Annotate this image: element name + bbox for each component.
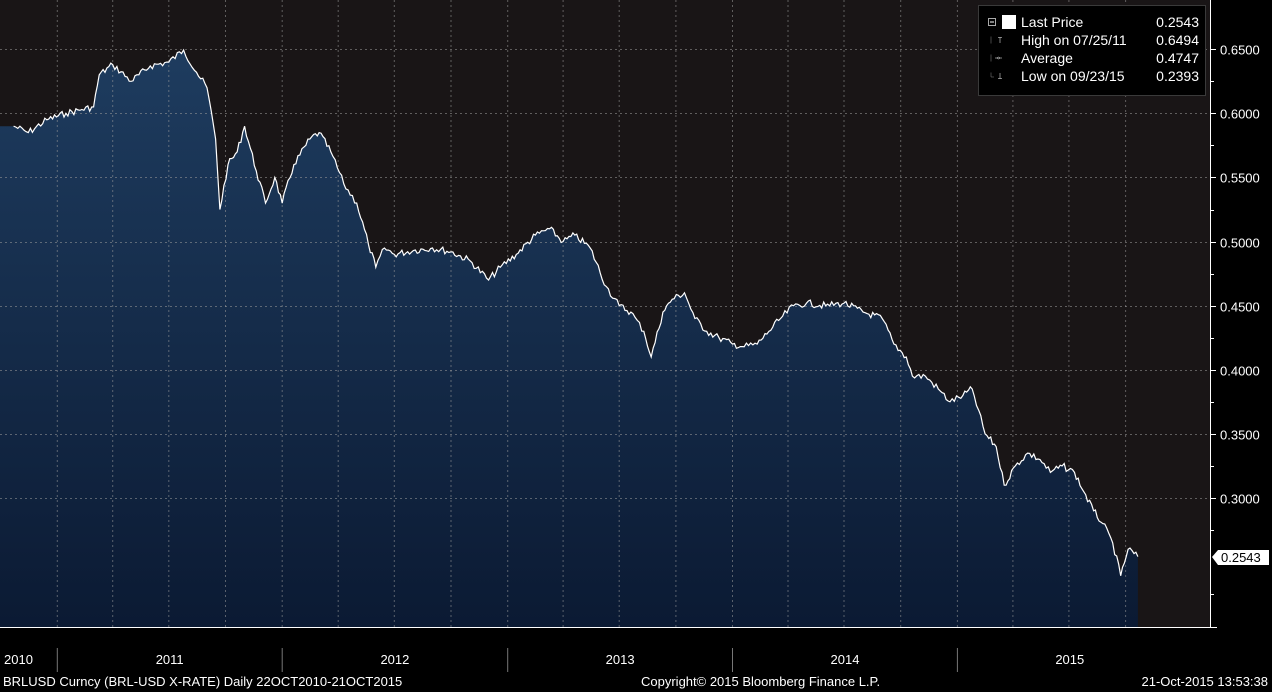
y-tick-label: 0.3500 (1220, 428, 1260, 443)
x-axis: 2010 2011 2012 2013 2014 2015 (4, 648, 1084, 672)
last-price-tag (1212, 550, 1269, 565)
legend-value: 0.4747 (1156, 50, 1199, 66)
x-tick-label: 2014 (831, 652, 860, 667)
x-tick-label: 2011 (156, 652, 184, 667)
legend-label: Last Price (1021, 14, 1084, 30)
collapse-icon[interactable] (988, 15, 1002, 29)
legend-value: 0.2393 (1156, 68, 1199, 84)
footer-timestamp: 21-Oct-2015 13:53:38 (1141, 674, 1268, 689)
y-tick-label: 0.4000 (1220, 364, 1260, 379)
legend-label: High on 07/25/11 (1021, 32, 1127, 48)
y-tick-label: 0.4500 (1220, 300, 1260, 315)
y-tick-label: 0.6500 (1220, 43, 1260, 58)
legend-row-last-price: Last Price 0.2543 (979, 13, 1205, 31)
average-marker-icon (990, 54, 1002, 62)
price-chart: 0.3000 0.3500 0.4000 0.4500 0.5000 0.5500 0.60… (0, 0, 1269, 672)
footer-ticker: BRLUSD Curncy (BRL-USD X-RATE) Daily 22O… (3, 674, 403, 689)
legend-row-high: High on 07/25/11 0.6494 (979, 31, 1205, 49)
legend-value: 0.2543 (1156, 14, 1199, 30)
legend-label: Average (1021, 50, 1073, 66)
high-marker-icon (990, 36, 1002, 44)
x-tick-label: 2015 (1055, 652, 1084, 667)
y-tick-label: 0.3000 (1220, 492, 1260, 507)
price-line (13, 48, 1139, 576)
x-tick-label: 2013 (606, 652, 635, 667)
legend-row-low: Low on 09/23/15 0.2393 (979, 67, 1205, 85)
filled-square-icon (1002, 15, 1016, 29)
y-tick-label: 0.5500 (1220, 171, 1260, 186)
y-tick-label: 0.6000 (1220, 107, 1260, 122)
footer-copyright: Copyright© 2015 Bloomberg Finance L.P. (641, 674, 881, 689)
legend: Last Price 0.2543 High on 07/25/11 0.649… (978, 5, 1206, 96)
y-tick-label: 0.5000 (1220, 236, 1260, 251)
legend-row-average: Average 0.4747 (979, 49, 1205, 67)
x-tick-label: 2012 (380, 652, 409, 667)
low-marker-icon (990, 72, 1002, 79)
last-price-label: 0.2543 (1221, 550, 1261, 565)
last-price-marker: 0.2543 (1212, 550, 1269, 565)
gridlines (0, 0, 1210, 627)
legend-value: 0.6494 (1156, 32, 1199, 48)
x-tick-label: 2010 (4, 652, 33, 667)
legend-label: Low on 09/23/15 (1021, 68, 1125, 84)
y-axis: 0.3000 0.3500 0.4000 0.4500 0.5000 0.5500 0.60… (1210, 43, 1260, 595)
